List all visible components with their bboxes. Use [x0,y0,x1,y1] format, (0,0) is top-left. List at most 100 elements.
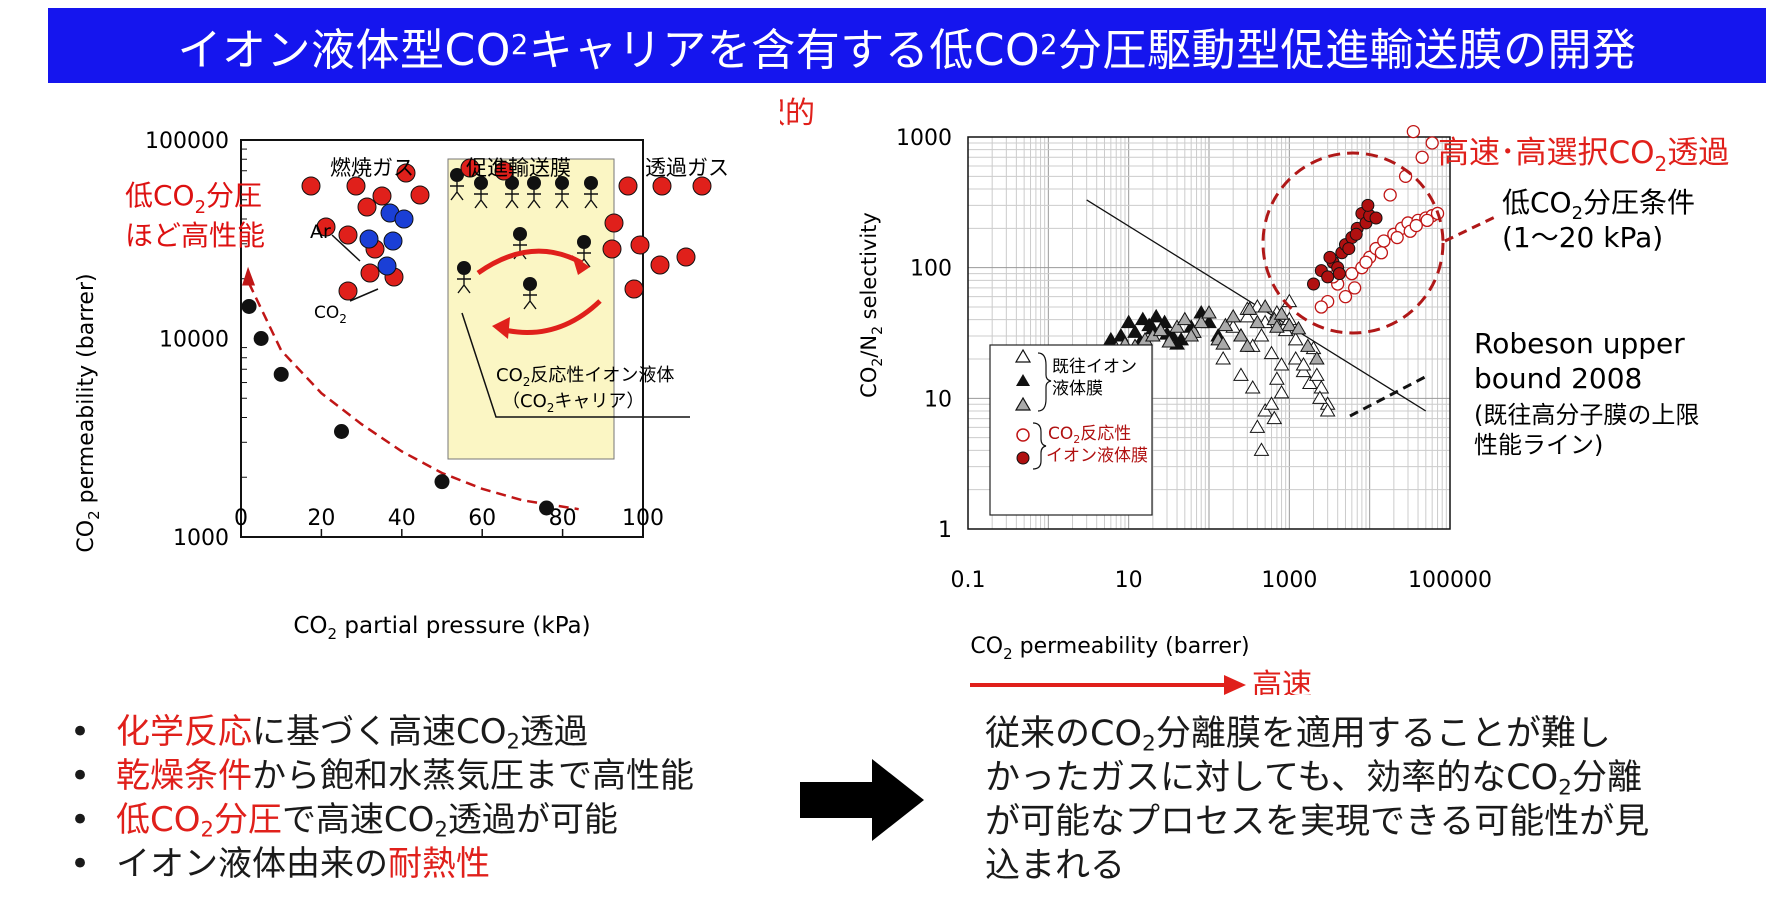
legend-reactive-line2: イオン液体膜 [1046,446,1148,466]
right-data-point-triangle [1244,379,1261,394]
right-data-point-triangle [1287,331,1304,346]
co2-pointer [349,288,379,302]
feed-gas-label: 燃焼ガス [330,156,414,180]
right-x-tick-label: 10 [1115,568,1143,593]
bullet-item-dry-condition: • 乾燥条件から飽和水蒸気圧まで高性能 [70,756,694,796]
co2-molecule [338,225,358,245]
carrier-label-line1: CO2反応性イオン液体 [496,365,674,389]
right-data-point-triangle [1312,390,1328,404]
co2-molecule [692,176,712,196]
right-y-axis-label: CO2/N2 selectivity [857,212,886,398]
high-speed-selectivity-label: 高速･高選択CO2透過 [1438,135,1729,176]
left-y-tick-label: 1000 [173,526,229,551]
legend-filled-circle-marker [1016,451,1030,465]
ar-label: Ar [310,221,331,243]
carrier-molecule [513,227,527,241]
right-data-point-triangle [1273,356,1290,371]
right-data-point-triangle [1290,320,1307,335]
right-data-point-triangle [1233,327,1249,342]
left-data-point [273,366,289,382]
legend-existing-line2: 液体膜 [1052,379,1103,399]
right-data-point-triangle [1161,333,1178,348]
high-selectivity-label: 高選択的 [780,96,815,131]
right-data-point-circle [1332,267,1346,281]
right-data-point-triangle [1215,351,1232,365]
legend-reactive-line1: CO2反応性 [1048,424,1131,446]
right-legend-box [989,344,1153,516]
co2-molecule [301,176,321,196]
argon-molecule [383,231,403,251]
bound-co2-molecule [494,161,514,181]
co2-molecule [624,279,644,299]
co2-molecule-label: CO2 [314,303,347,326]
carrier-pointer [461,312,690,418]
right-data-point-triangle [1241,301,1258,315]
carrier-limbs [513,241,527,260]
upper-circulation-arrow [476,248,584,276]
right-data-point-triangle [1295,356,1312,371]
legend-reactive-brace [1032,422,1047,470]
right-data-point-triangle [1233,367,1249,381]
co2-molecule [357,197,377,217]
right-data-point-triangle [1148,308,1165,323]
carrier-molecule [457,261,471,275]
right-data-point-circle [1359,255,1373,269]
right-data-point-circle [1307,277,1321,291]
right-x-tick-label: 1000 [1261,568,1317,593]
carrier-molecule [584,176,598,190]
speed-right-arrow-head [1224,675,1246,695]
legend-existing-line1: 既往イオン [1052,357,1137,377]
co2-molecule [396,163,416,183]
right-data-point-circle [1383,188,1397,202]
co2-molecule [652,176,672,196]
right-data-point-triangle [1215,336,1232,350]
right-data-point-circle [1342,242,1356,256]
co2-molecule [346,176,366,196]
bullet-item-low-pressure: • 低CO2分圧で高速CO2透過が可能 [70,800,618,842]
right-data-point-triangle [1269,319,1285,333]
legend-open-triangle-marker [1014,348,1032,363]
right-data-point-triangle [1299,338,1316,352]
legend-grey-triangle-marker [1014,396,1032,411]
carrier-molecule [505,176,519,190]
co2-molecule [360,263,380,283]
argon-molecule [359,229,379,249]
condition-pointer [1444,215,1496,243]
carrier-molecule [577,235,591,249]
left-data-point [539,500,555,516]
page-title: イオン液体型CO 2 キャリアを含有する低CO 2 分圧駆動型促進輸送膜の開発 [48,8,1766,83]
right-x-axis-label: CO2 permeability (barrer) [970,634,1249,663]
robeson-label-line1: Robeson upper [1474,327,1685,360]
right-chart: 既往イオン 液体膜 CO2反応性 イオン液体膜 CO2/N2 selectivi… [780,96,1729,695]
right-y-tick-label: 100 [910,257,952,282]
high-speed-label: 高速 [1252,668,1312,695]
left-data-point [334,424,349,440]
right-data-point-triangle [1239,338,1256,352]
carrier-molecule [527,176,541,190]
right-data-point-circle [1361,198,1375,212]
bullet-item-heat-resistance: • イオン液体由来の耐熱性 [70,844,490,884]
carrier-limbs [457,275,471,294]
right-data-point-triangle [1239,308,1256,323]
low-pressure-annotation-line2: ほど高性能 [125,219,265,252]
right-data-point-circle [1374,246,1389,260]
co2-molecule [602,239,622,259]
right-data-point-triangle [1201,304,1217,319]
conclusion-line4: 込まれる [985,846,1126,886]
right-data-point-triangle [1263,396,1280,410]
right-data-point-triangle [1269,371,1285,385]
carrier-label-line2: （CO2キャリア） [502,391,644,415]
right-data-point-triangle [1120,314,1137,329]
right-data-point-triangle [1225,308,1242,323]
right-data-point-triangle [1295,363,1312,378]
carrier-limbs [584,190,598,209]
lower-arrow-head [492,317,510,339]
co2-molecule [676,247,696,267]
carrier-limbs [527,190,541,209]
legend-existing-brace [1037,352,1052,412]
argon-molecule [394,209,414,229]
left-trend-line [247,282,579,511]
robeson-pointer [1349,375,1426,418]
co2-molecule [604,213,624,233]
